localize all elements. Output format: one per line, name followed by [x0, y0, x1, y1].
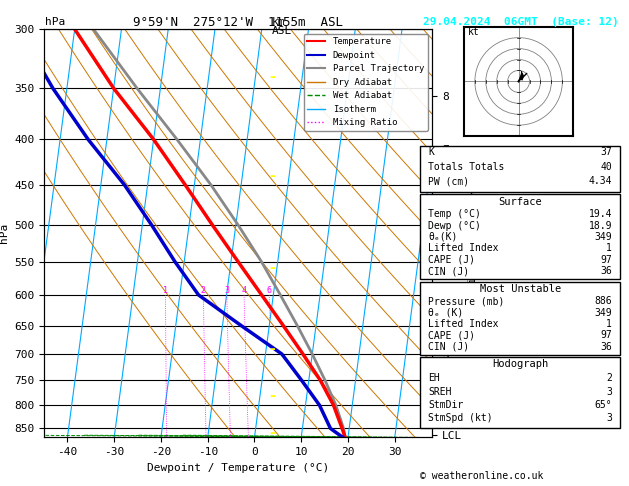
Text: θₑ (K): θₑ (K): [428, 308, 464, 318]
Text: -: -: [269, 342, 275, 356]
Text: hPa: hPa: [45, 17, 65, 27]
Text: -: -: [269, 261, 275, 276]
Text: 97: 97: [601, 330, 612, 341]
Y-axis label: Mixing Ratio (g/kg): Mixing Ratio (g/kg): [468, 177, 477, 289]
Text: Most Unstable: Most Unstable: [479, 284, 561, 294]
Text: 65°: 65°: [594, 400, 612, 410]
FancyBboxPatch shape: [420, 146, 620, 192]
Text: 886: 886: [594, 296, 612, 306]
Text: CIN (J): CIN (J): [428, 266, 469, 276]
Text: EH: EH: [428, 373, 440, 383]
FancyBboxPatch shape: [420, 282, 620, 355]
Text: 37: 37: [601, 147, 612, 157]
Text: SREH: SREH: [428, 387, 452, 397]
Text: -: -: [269, 169, 275, 183]
Text: Lifted Index: Lifted Index: [428, 319, 499, 329]
Text: 349: 349: [594, 308, 612, 318]
Text: Pressure (mb): Pressure (mb): [428, 296, 504, 306]
Text: km: km: [272, 17, 285, 27]
Text: 1: 1: [606, 243, 612, 253]
Text: 1: 1: [606, 319, 612, 329]
Text: -: -: [269, 70, 275, 84]
Text: 4: 4: [242, 286, 247, 295]
Text: Dewp (°C): Dewp (°C): [428, 221, 481, 230]
Title: 9°59'N  275°12'W  1155m  ASL: 9°59'N 275°12'W 1155m ASL: [133, 16, 343, 29]
Text: 6: 6: [267, 286, 272, 295]
Text: 40: 40: [601, 162, 612, 172]
Text: 3: 3: [225, 286, 230, 295]
Text: K: K: [428, 147, 434, 157]
Text: CAPE (J): CAPE (J): [428, 330, 475, 341]
FancyBboxPatch shape: [420, 357, 620, 428]
Text: Surface: Surface: [498, 197, 542, 207]
Text: CAPE (J): CAPE (J): [428, 255, 475, 265]
Text: 36: 36: [601, 342, 612, 352]
Text: 3: 3: [606, 413, 612, 423]
Text: PW (cm): PW (cm): [428, 176, 469, 186]
Text: Lifted Index: Lifted Index: [428, 243, 499, 253]
Text: -: -: [269, 426, 275, 440]
Text: Totals Totals: Totals Totals: [428, 162, 504, 172]
Text: 36: 36: [601, 266, 612, 276]
Text: 2: 2: [201, 286, 206, 295]
Text: 19.4: 19.4: [589, 209, 612, 219]
Text: 97: 97: [601, 255, 612, 265]
Text: -: -: [269, 388, 275, 402]
Text: kt: kt: [469, 28, 480, 37]
Text: StmDir: StmDir: [428, 400, 464, 410]
Text: StmSpd (kt): StmSpd (kt): [428, 413, 493, 423]
Text: 349: 349: [594, 232, 612, 242]
Y-axis label: hPa: hPa: [0, 223, 9, 243]
Text: 2: 2: [606, 373, 612, 383]
Text: Hodograph: Hodograph: [492, 359, 548, 369]
Text: © weatheronline.co.uk: © weatheronline.co.uk: [420, 471, 543, 481]
Text: 1: 1: [163, 286, 168, 295]
Legend: Temperature, Dewpoint, Parcel Trajectory, Dry Adiabat, Wet Adiabat, Isotherm, Mi: Temperature, Dewpoint, Parcel Trajectory…: [304, 34, 428, 131]
Text: 4.34: 4.34: [589, 176, 612, 186]
Text: 29.04.2024  06GMT  (Base: 12): 29.04.2024 06GMT (Base: 12): [423, 17, 618, 27]
Text: 3: 3: [606, 387, 612, 397]
FancyBboxPatch shape: [420, 194, 620, 279]
Text: ASL: ASL: [272, 26, 292, 36]
Text: 18.9: 18.9: [589, 221, 612, 230]
X-axis label: Dewpoint / Temperature (°C): Dewpoint / Temperature (°C): [147, 463, 329, 473]
Text: CIN (J): CIN (J): [428, 342, 469, 352]
Text: Temp (°C): Temp (°C): [428, 209, 481, 219]
Text: θₑ(K): θₑ(K): [428, 232, 457, 242]
